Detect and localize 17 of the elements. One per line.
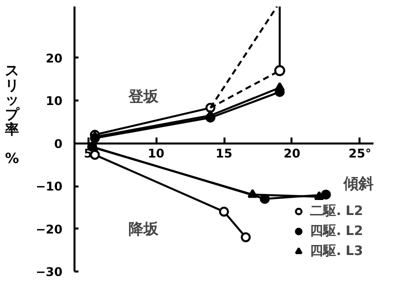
y-tick-label: 20 [46,51,63,66]
legend-label: 二駆. L2 [310,203,363,220]
y-tick-label: −30 [36,265,63,279]
x-axis-title: 傾斜 [342,174,374,192]
annotation: 降坂 [128,220,160,238]
annotation: 登坂 [127,88,160,106]
legend-label: 四駆. L3 [310,243,363,260]
y-tick-label: 0 [54,136,63,151]
y-tick-label: 10 [46,94,63,108]
x-tick-label: 25° [348,146,372,160]
x-tick-label: 10 [148,146,164,160]
legend-label: 四駆. L2 [310,223,363,240]
x-tick-label: 15 [216,146,232,160]
x-tick-label: 20 [284,146,300,160]
y-tick-label: −10 [36,180,63,194]
y-axis-title: スリップ率 % [5,63,20,168]
y-tick-label: −20 [36,222,63,236]
